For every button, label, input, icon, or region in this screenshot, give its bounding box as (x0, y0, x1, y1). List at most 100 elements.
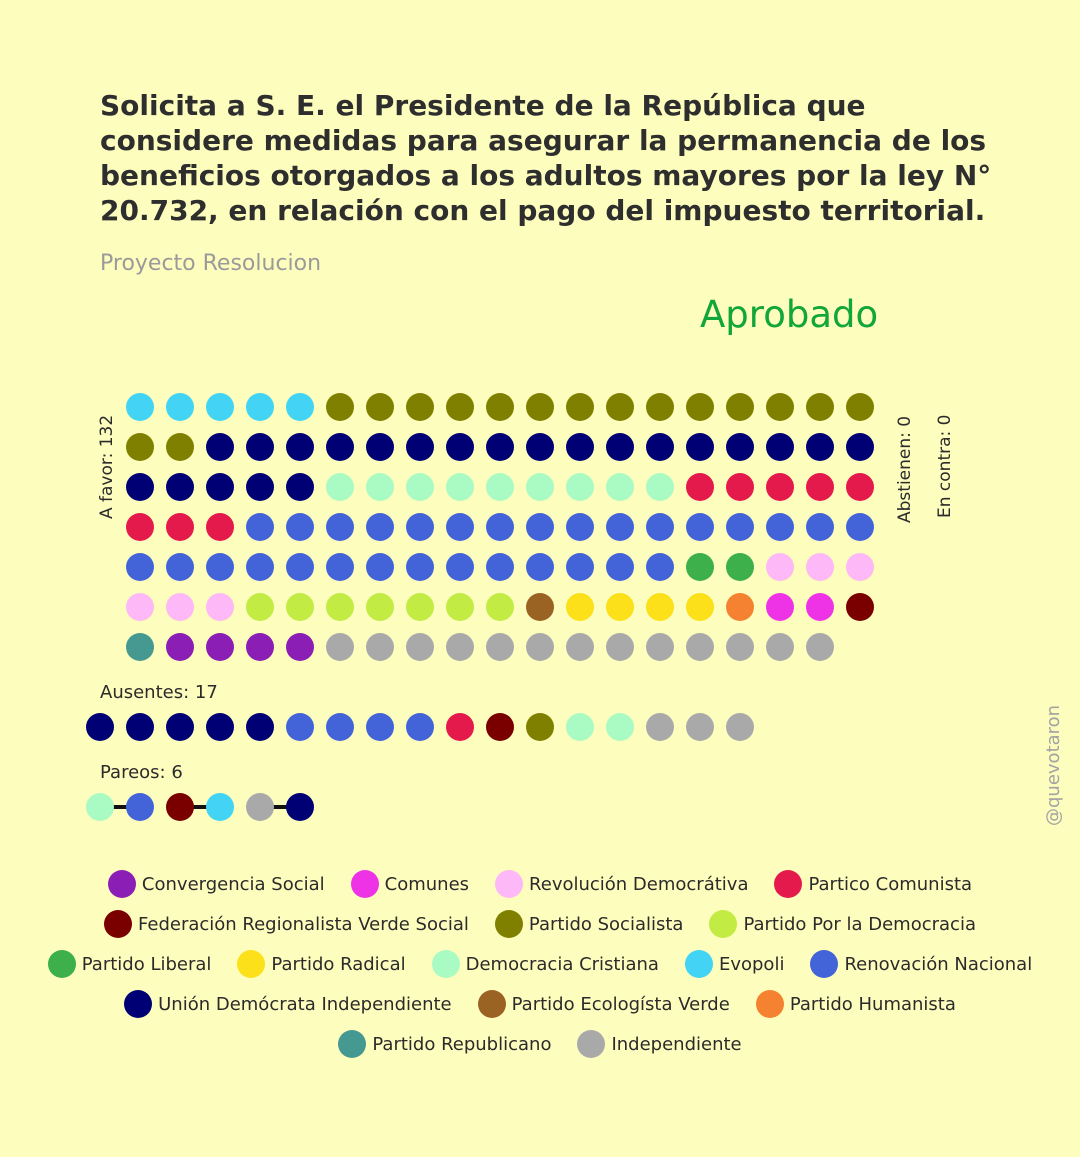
a-favor-dot (486, 473, 514, 501)
a-favor-dot (606, 633, 634, 661)
legend-label: Federación Regionalista Verde Social (138, 913, 469, 935)
legend-label: Partido Radical (271, 953, 406, 975)
a-favor-dot (726, 513, 754, 541)
a-favor-dot (286, 433, 314, 461)
a-favor-dot (406, 473, 434, 501)
a-favor-dot (806, 513, 834, 541)
a-favor-dot (766, 633, 794, 661)
a-favor-dot (806, 393, 834, 421)
a-favor-dot (486, 593, 514, 621)
a-favor-dot (566, 513, 594, 541)
legend-label: Revolución Democrátiva (529, 873, 749, 895)
legend-label: Partido Humanista (789, 993, 956, 1015)
a-favor-dot (846, 473, 874, 501)
legend-swatch (755, 990, 784, 1018)
legend-swatch (495, 870, 524, 898)
legend-item: Independiente (577, 1030, 742, 1058)
legend-label: Partido Republicano (372, 1033, 552, 1055)
a-favor-dot (766, 553, 794, 581)
legend-label: Partido Por la Democracia (743, 913, 976, 935)
legend-swatch (494, 910, 523, 938)
a-favor-dot (406, 433, 434, 461)
a-favor-dot (126, 593, 154, 621)
ausente-dot (166, 713, 194, 741)
a-favor-dot (486, 433, 514, 461)
a-favor-dot (526, 393, 554, 421)
ausente-dot (206, 713, 234, 741)
legend-label: Renovación Nacional (844, 953, 1033, 975)
a-favor-dot (686, 593, 714, 621)
a-favor-dot (326, 433, 354, 461)
legend-swatch (47, 950, 76, 978)
a-favor-dot (766, 433, 794, 461)
a-favor-dot (406, 633, 434, 661)
a-favor-dot (806, 593, 834, 621)
a-favor-dot (566, 433, 594, 461)
ausente-dot (286, 713, 314, 741)
a-favor-dot (566, 593, 594, 621)
pareo-dot (166, 793, 194, 821)
a-favor-dot (206, 473, 234, 501)
a-favor-dot (646, 513, 674, 541)
a-favor-dot (366, 553, 394, 581)
a-favor-dot (846, 553, 874, 581)
watermark: @quevotaron (1043, 704, 1064, 826)
a-favor-dot (206, 393, 234, 421)
legend-item: Comunes (350, 870, 470, 898)
a-favor-dot (606, 593, 634, 621)
a-favor-dot (366, 633, 394, 661)
legend-label: Comunes (384, 873, 470, 895)
ausente-dot (406, 713, 434, 741)
a-favor-dot (166, 593, 194, 621)
ausente-dot (366, 713, 394, 741)
a-favor-dot (726, 633, 754, 661)
a-favor-dot (166, 473, 194, 501)
legend-row: Partido Liberal Partido Radical Democracia… (47, 950, 1033, 978)
legend-row: Convergencia Social Comunes Revolución Dem… (107, 870, 972, 898)
a-favor-dot (726, 393, 754, 421)
a-favor-dot (606, 473, 634, 501)
legend-swatch (350, 870, 379, 898)
legend-swatch (774, 870, 803, 898)
legend-swatch (431, 950, 460, 978)
a-favor-dot (246, 633, 274, 661)
legend-swatch (577, 1030, 606, 1058)
a-favor-dot (326, 553, 354, 581)
legend-swatch (684, 950, 713, 978)
legend-swatch (477, 990, 506, 1018)
legend-label: Partido Ecologísta Verde (511, 993, 730, 1015)
a-favor-dot (566, 393, 594, 421)
a-favor-dot (446, 433, 474, 461)
a-favor-dot (166, 553, 194, 581)
a-favor-dot (646, 433, 674, 461)
ausente-dot (646, 713, 674, 741)
pareo-dot (126, 793, 154, 821)
a-favor-dot (166, 433, 194, 461)
legend-item: Partido Liberal (47, 950, 211, 978)
a-favor-dot (406, 553, 434, 581)
a-favor-dot (726, 593, 754, 621)
party-legend: Convergencia Social Comunes Revolución Dem… (20, 870, 1060, 1058)
legend-row: Unión Demócrata Independiente Partido Eco… (124, 990, 956, 1018)
a-favor-dot (206, 593, 234, 621)
a-favor-dot (526, 553, 554, 581)
legend-swatch (107, 870, 136, 898)
legend-item: Revolución Democrátiva (495, 870, 748, 898)
pareo-dot (206, 793, 234, 821)
a-favor-dot (686, 393, 714, 421)
a-favor-dot (286, 633, 314, 661)
a-favor-dot (166, 633, 194, 661)
a-favor-dot (366, 473, 394, 501)
ausente-dot (446, 713, 474, 741)
a-favor-dot (326, 593, 354, 621)
legend-row: Federación Regionalista Verde Social Part… (104, 910, 976, 938)
a-favor-dot (686, 433, 714, 461)
ausente-dot (486, 713, 514, 741)
legend-swatch (338, 1030, 367, 1058)
a-favor-dot (526, 513, 554, 541)
a-favor-dot (646, 593, 674, 621)
a-favor-dot (126, 513, 154, 541)
a-favor-dot (446, 513, 474, 541)
a-favor-dot (326, 393, 354, 421)
ausente-dot (86, 713, 114, 741)
